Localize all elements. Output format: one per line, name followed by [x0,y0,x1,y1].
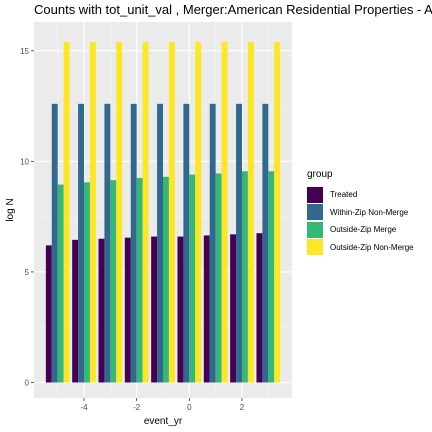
bar [189,174,196,383]
bar [104,103,111,383]
bar [163,176,169,383]
y-tick-label: 10 [20,157,29,166]
bar [247,41,254,383]
y-axis-title: log N [5,198,16,221]
bar [195,41,202,383]
bar [274,41,281,383]
bar [151,236,158,383]
bar [268,171,275,383]
bar [262,103,269,383]
legend-label: Outside-Zip Merge [330,225,397,235]
bar [168,41,175,383]
legend-items: Treated Within-Zip Non-Merge Outside-Zip M… [307,186,414,256]
y-axis: 0 5 10 15 [20,47,34,388]
legend-item: Within-Zip Non-Merge [307,204,414,222]
legend: group Treated Within-Zip Non-Merge Outside… [307,169,414,256]
bar [256,233,263,383]
bar [183,103,190,383]
chart-title: Counts with tot_unit_val , Merger:Americ… [34,2,432,17]
x-tick-label: -4 [80,403,88,412]
y-tick-label: 0 [25,379,30,388]
legend-swatch [307,239,323,256]
bar [236,103,242,383]
bar [142,41,149,383]
bar [110,180,117,383]
bar [177,236,184,383]
legend-item: Treated [307,186,414,204]
legend-label: Within-Zip Non-Merge [330,207,409,217]
bar [130,103,137,383]
bar [51,103,58,383]
x-tick-label: 0 [187,403,192,412]
x-axis-title: event_yr [144,416,183,427]
bar [215,173,222,383]
x-tick-label: 2 [240,403,245,412]
legend-swatch [307,186,323,203]
legend-title: group [307,169,333,180]
bar [63,41,70,383]
bar [221,41,228,383]
bar [84,182,90,383]
bar [203,235,210,383]
y-tick-label: 5 [25,268,30,277]
bar [45,245,52,383]
legend-label: Outside-Zip Non-Merge [330,242,414,252]
legend-swatch [307,221,323,238]
bar [116,41,123,383]
bar [57,184,64,383]
bar [241,171,248,383]
y-tick-label: 15 [20,47,29,56]
legend-item: Outside-Zip Non-Merge [307,239,414,257]
bar [230,234,237,383]
bar [72,239,79,383]
bar [89,41,96,383]
legend-item: Outside-Zip Merge [307,221,414,239]
bar [209,103,216,383]
bar [157,103,163,383]
bar [78,103,85,383]
legend-label: Treated [330,190,358,200]
x-axis: -4 -2 0 2 [80,398,245,412]
bars [45,41,281,383]
bar [98,238,105,383]
bar [136,177,143,383]
bar [124,237,131,383]
x-tick-label: -2 [133,403,141,412]
legend-swatch [307,204,323,221]
